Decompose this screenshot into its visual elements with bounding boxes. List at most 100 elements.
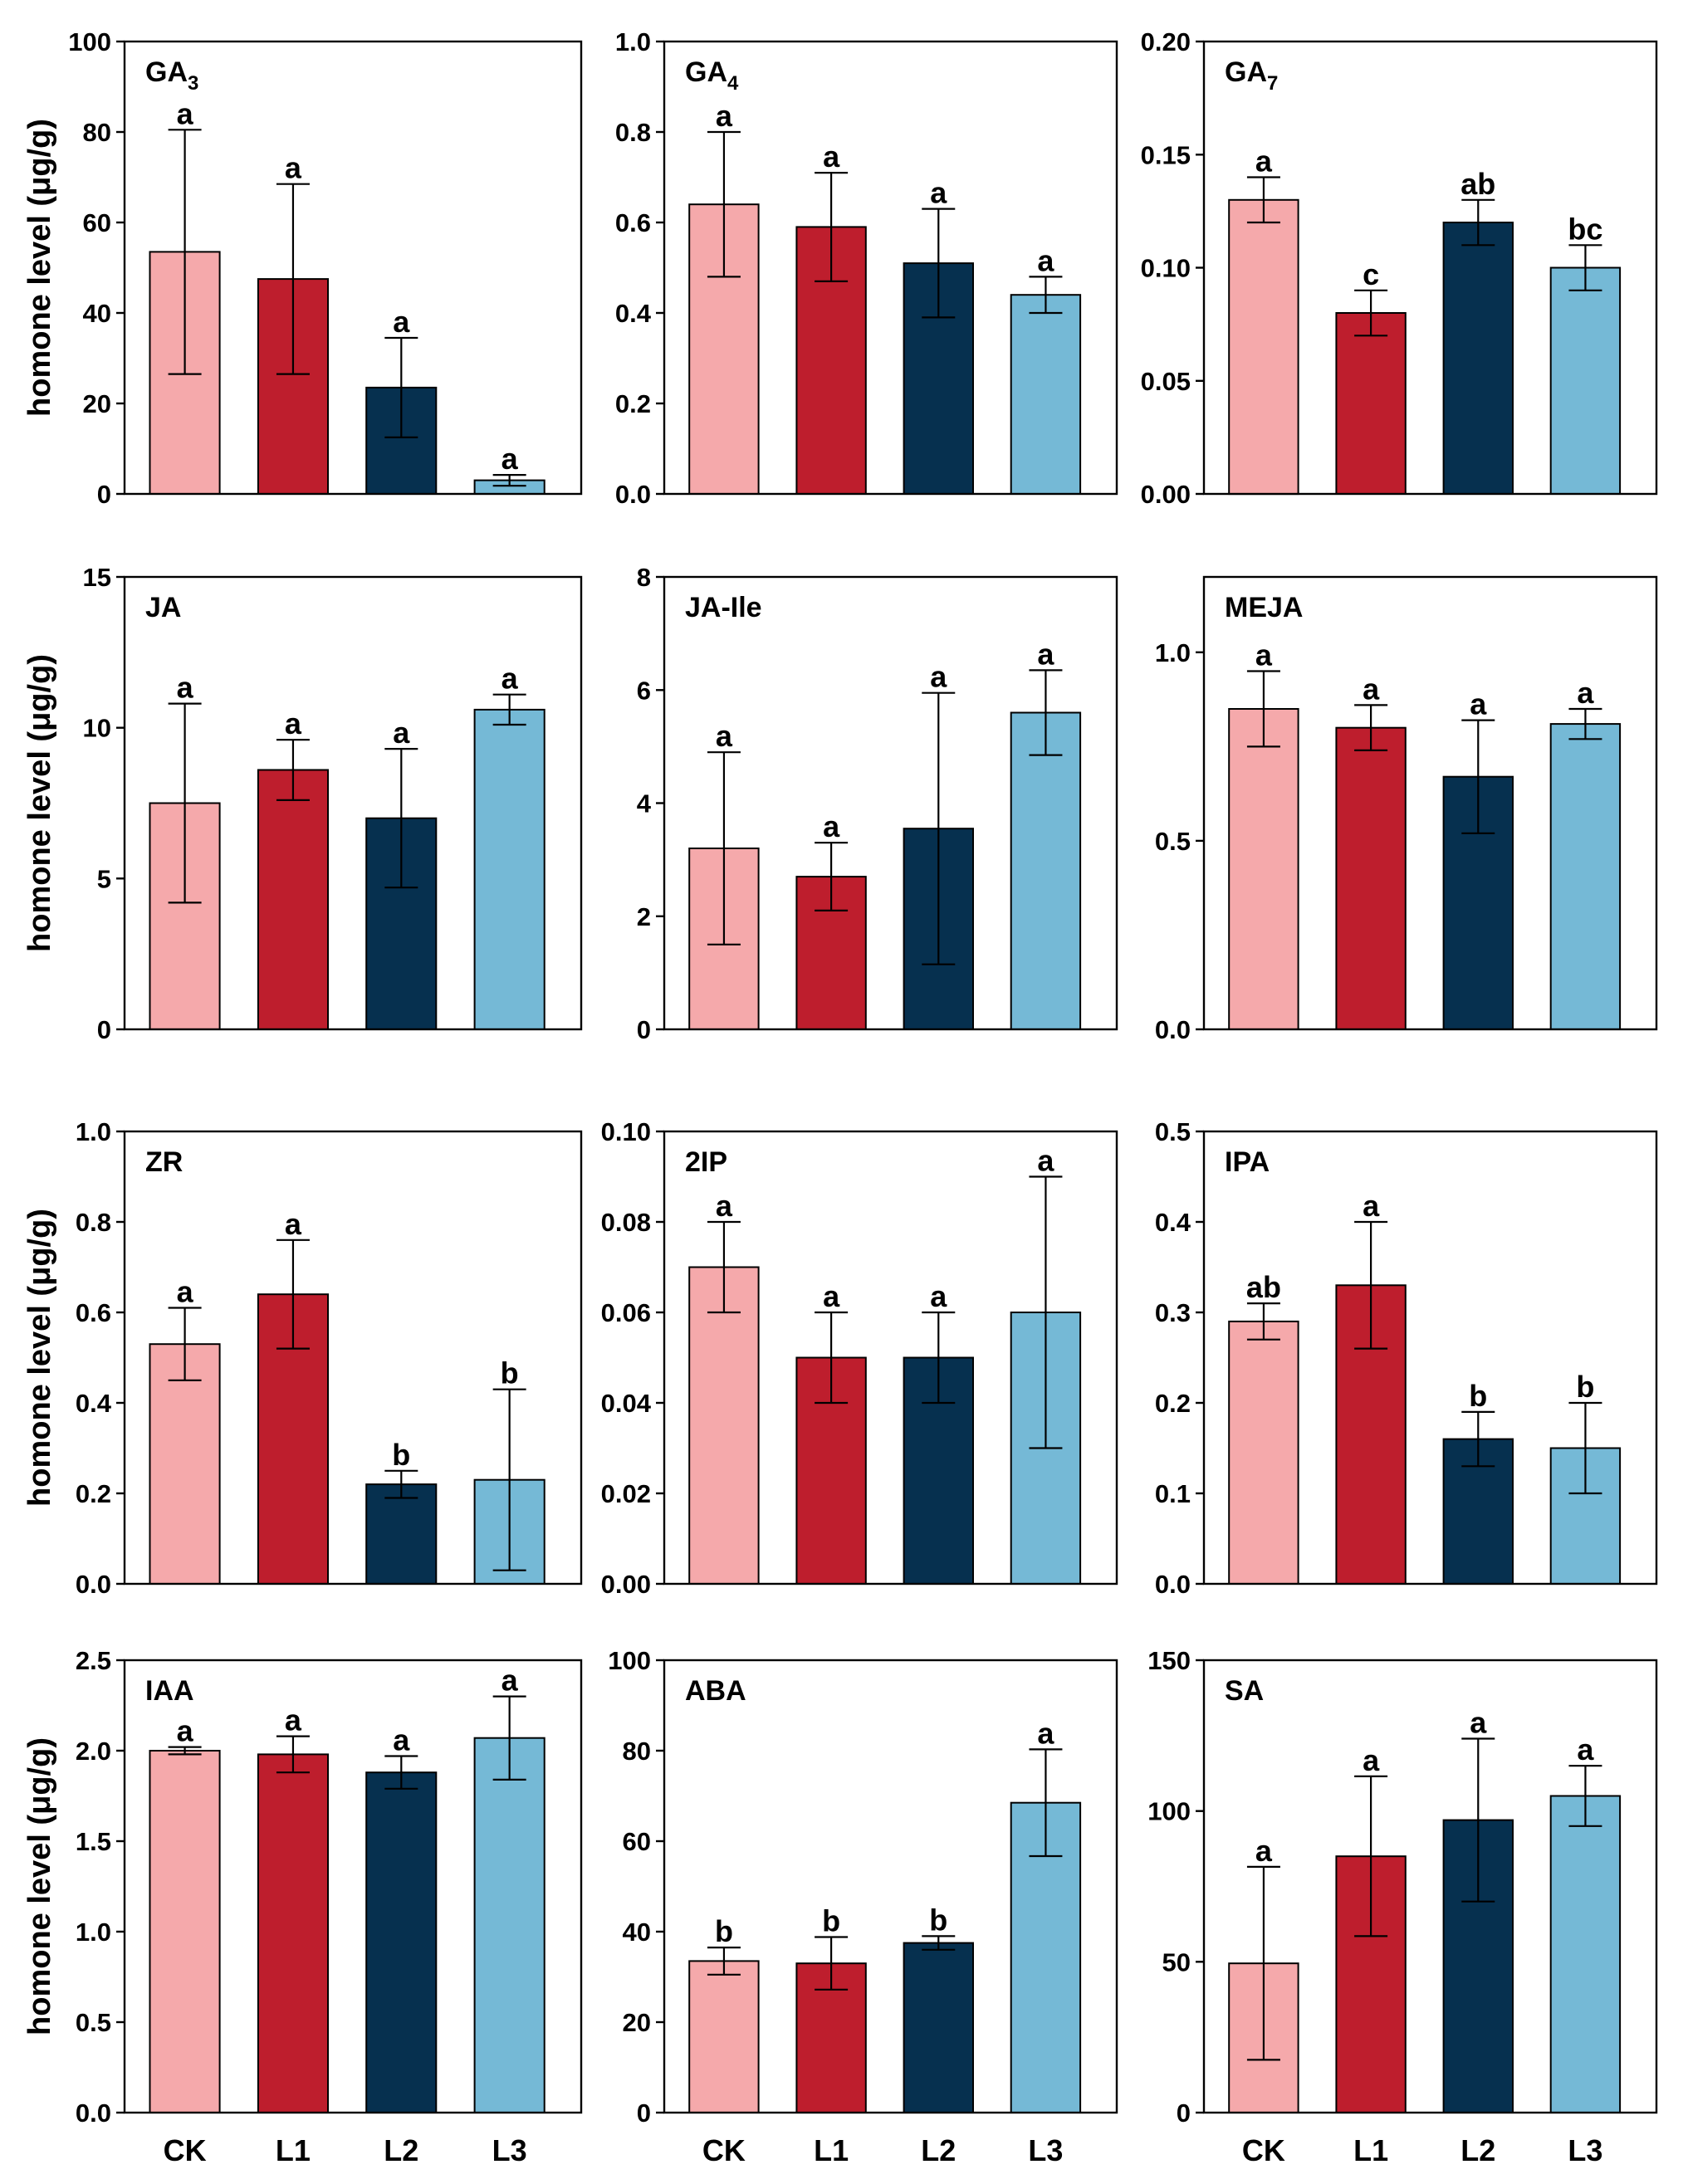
y-tick-label: 0.2 — [76, 1479, 111, 1508]
significance-letter-ck: a — [177, 671, 194, 705]
x-category-label-l3: L3 — [1568, 2133, 1602, 2167]
panel-title-subscript: 4 — [727, 72, 739, 95]
y-tick-label: 1.0 — [76, 1918, 111, 1947]
y-tick-label: 0.20 — [1141, 27, 1191, 56]
y-tick-label: 0.6 — [76, 1298, 111, 1327]
y-tick-label: 0.4 — [1155, 1208, 1191, 1237]
y-tick-label: 1.0 — [1155, 638, 1191, 667]
y-tick-label: 2.5 — [76, 1646, 111, 1675]
bar-ck — [688, 203, 760, 495]
y-axis-label: homone level (μg/g) — [22, 119, 57, 417]
x-category-label-ck: CK — [702, 2133, 746, 2167]
panel-title-subscript: 7 — [1267, 72, 1278, 95]
significance-letter-l2: a — [393, 1723, 410, 1757]
panel-ja: a a a a 0 5 10 15 JA homone level (μg/g) — [22, 563, 583, 1044]
y-tick-label: 6 — [637, 676, 651, 705]
x-category-label-l2: L2 — [1460, 2133, 1495, 2167]
significance-letter-l2: a — [930, 1279, 947, 1313]
y-tick-label: 0 — [1177, 2098, 1191, 2128]
significance-letter-l3: a — [1037, 1144, 1054, 1178]
y-tick-label: 20 — [623, 2008, 651, 2037]
significance-letter-l3: a — [1577, 676, 1594, 710]
x-category-label-l2: L2 — [921, 2133, 956, 2167]
y-tick-label: 0.00 — [601, 1570, 651, 1599]
y-tick-label: 80 — [83, 118, 111, 147]
panel-title: ZR — [145, 1146, 183, 1178]
significance-letter-l1: a — [823, 1279, 840, 1313]
bar-l3 — [1549, 1795, 1622, 2113]
significance-letter-l3: a — [1037, 243, 1054, 277]
significance-letter-l3: a — [502, 442, 519, 476]
x-category-label-l3: L3 — [492, 2133, 527, 2167]
significance-letter-l1: a — [1363, 1743, 1380, 1777]
x-category-label-l1: L1 — [814, 2133, 849, 2167]
panel-title: IPA — [1225, 1146, 1270, 1178]
y-tick-label: 4 — [637, 789, 652, 818]
bar-ck — [688, 1960, 760, 2113]
y-tick-label: 40 — [623, 1918, 651, 1947]
y-tick-label: 0.5 — [1155, 1117, 1191, 1146]
panel-zr: a a b b 0.0 0.2 0.4 0.6 0.8 1.0 ZR homone level (μg… — [22, 1117, 583, 1599]
y-tick-label: 0.8 — [76, 1208, 111, 1237]
panel-title: 2IP — [685, 1146, 727, 1178]
significance-letter-ck: a — [177, 96, 194, 130]
panel-title: ABA — [685, 1675, 746, 1707]
y-tick-label: 100 — [1147, 1797, 1191, 1826]
y-tick-label: 0.3 — [1155, 1298, 1191, 1327]
panel-title-subscript: 3 — [188, 72, 198, 95]
significance-letter-l1: a — [823, 809, 840, 843]
significance-letter-l3: a — [1037, 637, 1054, 671]
bar-l2 — [365, 1771, 438, 2113]
panel-iaa: a a a a 0.0 0.5 1.0 1.5 2.0 2.5 IAA homone level (μ… — [22, 1646, 583, 2167]
bar-l3 — [473, 708, 546, 1031]
y-tick-label: 0.10 — [1141, 254, 1191, 283]
plot-frame — [123, 40, 583, 496]
bar-l3 — [1010, 711, 1082, 1030]
plot-frame — [123, 575, 583, 1031]
y-axis-label: homone level (μg/g) — [22, 1209, 57, 1507]
significance-letter-l1: a — [1363, 1189, 1380, 1223]
x-category-label-ck: CK — [1242, 2133, 1285, 2167]
y-tick-label: 2.0 — [76, 1737, 111, 1766]
bar-l3 — [473, 1737, 546, 2113]
plot-frame — [1202, 1130, 1658, 1585]
x-category-label-l2: L2 — [384, 2133, 418, 2167]
y-tick-label: 0.5 — [1155, 827, 1191, 856]
significance-letter-ck: a — [1255, 1834, 1273, 1868]
significance-letter-ck: a — [716, 1189, 733, 1223]
panel-ja-ile: a a a a 0 2 4 6 8 JA-Ile — [637, 563, 1118, 1044]
y-tick-label: 0.0 — [1155, 1570, 1191, 1599]
bar-l2 — [1442, 222, 1514, 495]
significance-letter-l2: a — [393, 305, 410, 339]
y-tick-label: 0.02 — [601, 1479, 651, 1508]
significance-letter-l1: a — [285, 1207, 302, 1241]
plot-frame — [663, 1130, 1118, 1585]
y-tick-label: 0 — [637, 2098, 651, 2128]
bar-ck — [1228, 198, 1299, 496]
y-tick-label: 100 — [608, 1646, 651, 1675]
y-tick-label: 0.04 — [601, 1389, 652, 1418]
y-tick-label: 150 — [1147, 1646, 1191, 1675]
plot-frame — [663, 40, 1118, 496]
significance-letter-l2: a — [1470, 687, 1487, 721]
bar-l1 — [257, 769, 329, 1030]
significance-letter-l2: b — [392, 1438, 410, 1472]
y-tick-label: 50 — [1162, 1947, 1191, 1976]
significance-letter-l1: b — [822, 1904, 840, 1938]
bar-l3 — [1549, 266, 1622, 495]
y-tick-label: 0.4 — [615, 299, 652, 328]
y-tick-label: 1.0 — [615, 27, 651, 56]
x-category-label-ck: CK — [164, 2133, 207, 2167]
y-tick-label: 0 — [97, 480, 111, 509]
y-tick-label: 0.2 — [1155, 1389, 1191, 1418]
panel-title: SA — [1225, 1675, 1264, 1707]
y-tick-label: 0.5 — [76, 2008, 111, 2037]
y-tick-label: 20 — [83, 389, 111, 418]
bar-ck — [1228, 1320, 1299, 1585]
y-tick-label: 0.15 — [1141, 140, 1191, 169]
panel-title: JA — [145, 592, 181, 623]
plot-frame — [123, 1659, 583, 2114]
significance-letter-l3: a — [1577, 1732, 1594, 1766]
significance-letter-l3: a — [1037, 1716, 1054, 1750]
